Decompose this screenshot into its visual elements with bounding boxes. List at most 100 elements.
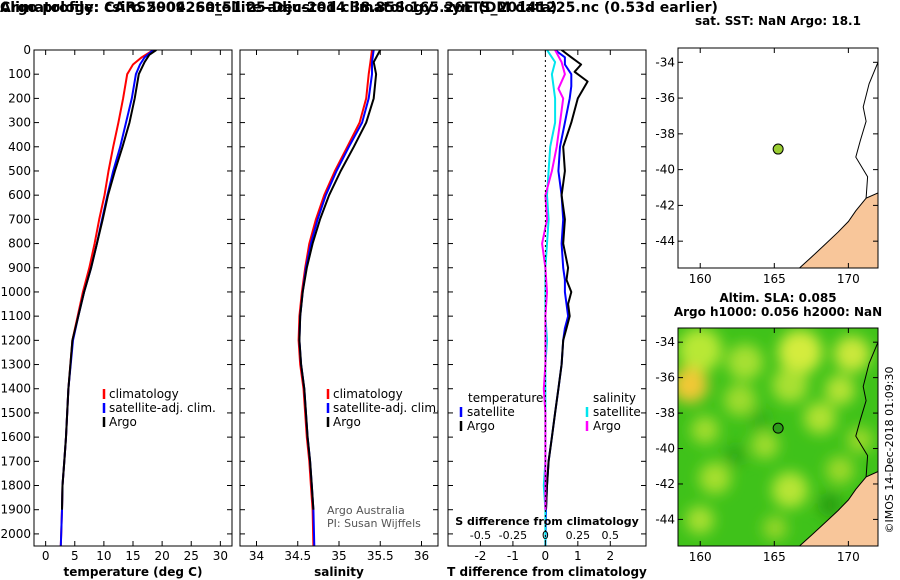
x-tick-label-temp: 15 [125, 549, 140, 563]
sla-blob [763, 516, 787, 540]
sla-blob [750, 410, 770, 430]
sla-blob [691, 416, 719, 444]
figure-title-line1: Argo profile: csiro 5904260_51 25-Dec-20… [0, 0, 558, 16]
series-line-temp-0 [59, 50, 154, 546]
x-tick-label-temp: 10 [96, 549, 111, 563]
sla-map-title-line1: Altim. SLA: 0.085 [719, 291, 836, 305]
depth-tick-label: 1700 [0, 454, 31, 468]
sla-blob [804, 402, 836, 434]
sla-blob [825, 375, 855, 405]
legend-label-temp: satellite-adj. clim. [109, 401, 216, 415]
sla-blob [772, 472, 808, 508]
sla-blob [725, 445, 745, 465]
land-sst [798, 192, 878, 268]
s-tick-label: -0.25 [499, 529, 527, 542]
sla-blob [686, 506, 714, 534]
x-tick-label-diff: 1 [574, 549, 582, 563]
map-x-tick-label-sla: 160 [689, 550, 712, 564]
series-line-sal-2 [298, 50, 382, 510]
sla-blob [678, 367, 708, 403]
diff-series-line-0 [544, 50, 573, 546]
depth-tick-label: 2000 [0, 527, 31, 541]
legend-label-sal: satellite-adj. clim. [333, 401, 440, 415]
x-axis-label-sal: salinity [314, 565, 364, 579]
s-axis-label: S difference from climatology [455, 515, 639, 528]
sla-blob [751, 431, 779, 459]
map-y-tick-label-sla: -44 [655, 512, 675, 526]
x-tick-label-temp: 30 [213, 549, 228, 563]
legend-label-temperature: Argo [467, 419, 495, 433]
profile-location-marker-sla [772, 422, 784, 434]
sla-blob [678, 328, 722, 372]
depth-tick-label: 1500 [0, 406, 31, 420]
map-y-tick-label-sla: -36 [655, 371, 675, 385]
coastline-sla [855, 342, 878, 477]
series-line-temp-2 [61, 50, 157, 510]
map-y-tick-label-sst: -38 [655, 127, 675, 141]
map-y-tick-label-sla: -40 [655, 442, 675, 456]
sla-blob [699, 462, 731, 494]
map-x-tick-label-sst: 160 [689, 272, 712, 286]
profile-location-marker-sst [772, 143, 784, 155]
depth-tick-label: 100 [8, 67, 31, 81]
map-y-tick-label-sst: -42 [655, 198, 675, 212]
map-x-tick-label-sst: 165 [763, 272, 786, 286]
map-y-tick-label-sla: -34 [655, 335, 675, 349]
x-tick-label-sal: 35.5 [367, 549, 394, 563]
salinity-annotation: PI: Susan Wijffels [327, 517, 421, 530]
map-x-tick-label-sst: 170 [837, 272, 860, 286]
sla-blob [724, 384, 756, 416]
map-y-tick-label-sst: -34 [655, 55, 675, 69]
sla-blob [778, 330, 822, 374]
x-tick-label-temp: 20 [154, 549, 169, 563]
legend-title-temperature: temperature [468, 391, 543, 405]
sla-blob-group [678, 328, 873, 540]
panel-frame-sal [239, 49, 439, 547]
legend-label-temp: Argo [109, 415, 137, 429]
x-tick-label-temp: 0 [42, 549, 50, 563]
legend-label-temp: climatology [109, 387, 179, 401]
x-tick-label-sal: 35 [331, 549, 346, 563]
depth-tick-label: 600 [8, 188, 31, 202]
x-tick-label-temp: 5 [71, 549, 79, 563]
map-y-tick-label-sla: -42 [655, 477, 675, 491]
s-tick-label: -0.5 [470, 529, 491, 542]
x-tick-label-sal: 34 [249, 549, 264, 563]
depth-tick-label: 1300 [0, 358, 31, 372]
x-axis-label-diff: T difference from climatology [447, 565, 647, 579]
depth-tick-label: 400 [8, 140, 31, 154]
sla-blob [818, 493, 842, 517]
salinity-annotation: Argo Australia [327, 504, 405, 517]
sla-blob [847, 427, 873, 453]
legend-label-sal: Argo [333, 415, 361, 429]
s-tick-label: 0 [542, 529, 549, 542]
x-tick-label-sal: 34.5 [284, 549, 311, 563]
map-y-tick-label-sst: -44 [655, 234, 675, 248]
legend-label-temperature: satellite [467, 405, 515, 419]
series-line-temp-1 [59, 50, 155, 546]
s-tick-label: 0.5 [602, 529, 620, 542]
legend-title-salinity: salinity [593, 391, 636, 405]
x-tick-label-diff: -2 [474, 549, 486, 563]
legend-label-salinity: satellite [593, 405, 641, 419]
coastline-sst [855, 62, 878, 199]
sla-blob [772, 367, 808, 403]
depth-tick-label: 800 [8, 237, 31, 251]
x-axis-label-temp: temperature (deg C) [64, 565, 203, 579]
map-x-tick-label-sla: 165 [763, 550, 786, 564]
map-frame-sst [677, 47, 879, 269]
legend-label-salinity: Argo [593, 419, 621, 433]
depth-tick-label: 700 [8, 212, 31, 226]
land-sla [798, 471, 878, 546]
x-tick-label-sal: 36 [414, 549, 429, 563]
depth-tick-label: 300 [8, 116, 31, 130]
map-y-tick-label-sst: -36 [655, 91, 675, 105]
figure-title-line2: Climatology: CARS2009. Satellite-adjuste… [0, 0, 718, 16]
depth-tick-label: 900 [8, 261, 31, 275]
depth-tick-label: 1200 [0, 333, 31, 347]
imos-watermark: ©IMOS 14-Dec-2018 01:09:30 [883, 367, 896, 534]
x-tick-label-diff: 0 [542, 549, 550, 563]
map-frame-sla [677, 327, 879, 547]
depth-tick-label: 0 [23, 43, 31, 57]
